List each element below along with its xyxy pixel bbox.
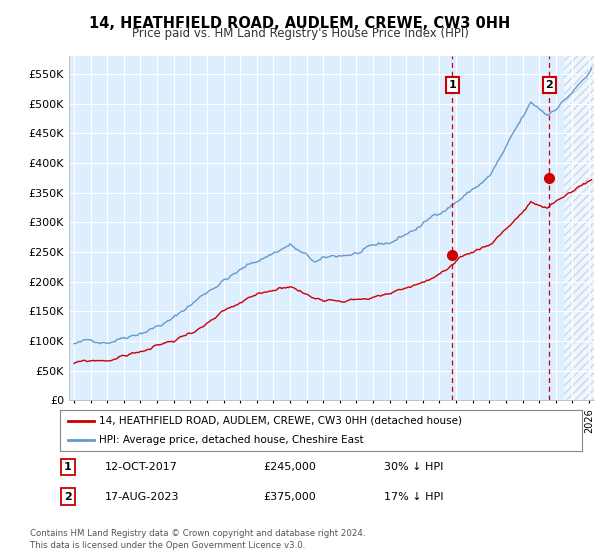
Text: 2: 2	[64, 492, 72, 502]
Text: Price paid vs. HM Land Registry's House Price Index (HPI): Price paid vs. HM Land Registry's House …	[131, 27, 469, 40]
Text: 14, HEATHFIELD ROAD, AUDLEM, CREWE, CW3 0HH: 14, HEATHFIELD ROAD, AUDLEM, CREWE, CW3 …	[89, 16, 511, 31]
Text: 12-OCT-2017: 12-OCT-2017	[104, 462, 177, 472]
Text: £375,000: £375,000	[263, 492, 316, 502]
Text: £245,000: £245,000	[263, 462, 316, 472]
Text: 1: 1	[449, 80, 457, 90]
Text: 1: 1	[64, 462, 72, 472]
Text: HPI: Average price, detached house, Cheshire East: HPI: Average price, detached house, Ches…	[99, 435, 364, 445]
Text: 14, HEATHFIELD ROAD, AUDLEM, CREWE, CW3 0HH (detached house): 14, HEATHFIELD ROAD, AUDLEM, CREWE, CW3 …	[99, 416, 462, 426]
Text: Contains HM Land Registry data © Crown copyright and database right 2024.
This d: Contains HM Land Registry data © Crown c…	[30, 529, 365, 550]
Text: 17% ↓ HPI: 17% ↓ HPI	[383, 492, 443, 502]
Text: 2: 2	[545, 80, 553, 90]
Bar	[564, 56, 594, 400]
Text: 17-AUG-2023: 17-AUG-2023	[104, 492, 179, 502]
Text: 30% ↓ HPI: 30% ↓ HPI	[383, 462, 443, 472]
